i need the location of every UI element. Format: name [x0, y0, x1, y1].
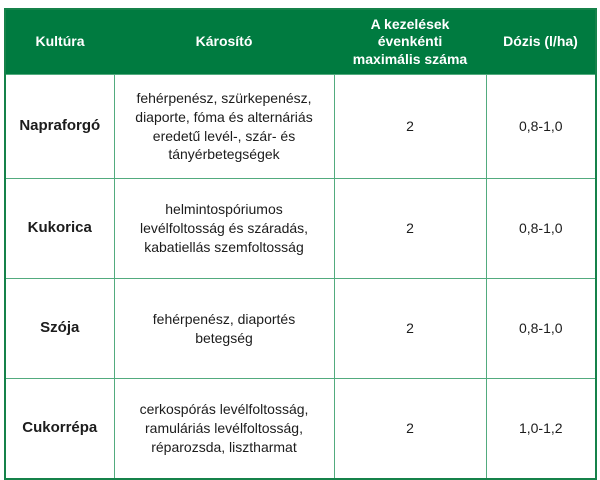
- pest-cell: cerkospórás levélfoltosság, ramuláriás l…: [113, 378, 335, 479]
- column-header-max-treatments: A kezelések évenkénti maximális száma: [334, 9, 486, 75]
- table-row-napraforgo: Napraforgó fehérpenész, szürkepenész, di…: [4, 74, 597, 179]
- table-row-szoja: Szója fehérpenész, diaportés betegség 2 …: [4, 278, 597, 379]
- max-treatments-cell: 2: [333, 178, 487, 279]
- dose-cell: 1,0-1,2: [485, 378, 597, 479]
- max-treatments-cell: 2: [333, 278, 487, 379]
- table-row-kukorica: Kukorica helmintospóriumos levélfoltossá…: [4, 178, 597, 279]
- max-treatments-cell: 2: [333, 74, 487, 179]
- table-row-cukorrepa: Cukorrépa cerkospórás levélfoltosság, ra…: [4, 378, 597, 479]
- crop-cell: Cukorrépa: [4, 378, 115, 479]
- crop-treatment-table: Kultúra Károsító A kezelések évenkénti m…: [4, 8, 597, 480]
- column-header-karosito: Károsító: [114, 9, 334, 75]
- crop-cell: Kukorica: [4, 178, 115, 279]
- table-header-row: Kultúra Károsító A kezelések évenkénti m…: [5, 9, 596, 75]
- dose-cell: 0,8-1,0: [485, 278, 597, 379]
- crop-cell: Szója: [4, 278, 115, 379]
- max-treatments-cell: 2: [333, 378, 487, 479]
- column-header-kultura: Kultúra: [5, 9, 114, 75]
- dose-cell: 0,8-1,0: [485, 74, 597, 179]
- column-header-dozis: Dózis (l/ha): [486, 9, 596, 75]
- dose-cell: 0,8-1,0: [485, 178, 597, 279]
- pest-cell: helmintospóriumos levélfoltosság és szár…: [113, 178, 335, 279]
- pest-cell: fehérpenész, diaportés betegség: [113, 278, 335, 379]
- pest-cell: fehérpenész, szürkepenész, diaporte, fóm…: [113, 74, 335, 179]
- crop-cell: Napraforgó: [4, 74, 115, 179]
